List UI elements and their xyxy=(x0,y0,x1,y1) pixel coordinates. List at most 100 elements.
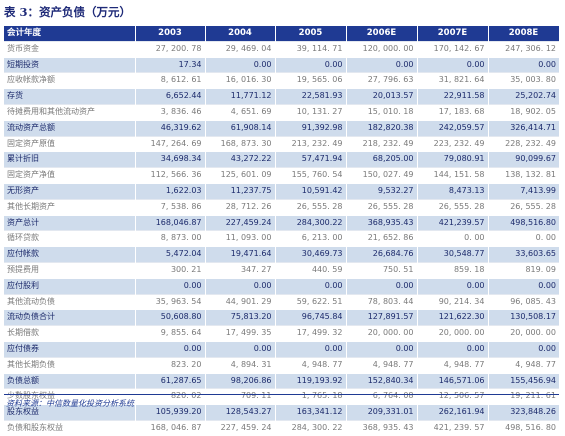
value-cell: 128,543.27 xyxy=(204,404,275,421)
value-cell: 323,848.26 xyxy=(487,404,559,421)
value-cell: 68,205.00 xyxy=(345,151,417,168)
value-cell: 284,300.22 xyxy=(274,214,346,231)
value-cell: 17, 499. 32 xyxy=(274,325,346,342)
value-cell: 3, 836. 46 xyxy=(134,103,205,121)
value-cell: 98,206.86 xyxy=(204,372,275,389)
value-cell: 28, 712. 26 xyxy=(204,198,275,216)
row-label: 预提费用 xyxy=(4,261,135,279)
value-cell: 61,908.14 xyxy=(204,119,275,137)
column-header-year: 2005 xyxy=(275,26,347,42)
value-cell: 79,080.91 xyxy=(416,151,488,168)
value-cell: 75,813.20 xyxy=(204,309,275,326)
table-row: 固定资产净值 112, 566. 36 125, 601. 09 155, 760. … xyxy=(4,167,559,184)
value-cell: 57,471.94 xyxy=(274,151,346,168)
value-cell: 29, 469. 04 xyxy=(204,40,275,58)
column-header-year: 2006E xyxy=(346,26,418,42)
table-row: 应付债券 0.00 0.00 0.00 0.00 0.00 0.00 xyxy=(4,340,559,358)
value-cell: 35, 963. 54 xyxy=(134,293,205,310)
table-row: 流动负债合计 50,608.80 75,813.20 96,745.84 127,891… xyxy=(4,309,559,326)
value-cell: 326,414.71 xyxy=(487,119,559,137)
value-cell: 119,193.92 xyxy=(274,372,346,389)
value-cell: 0.00 xyxy=(416,340,488,358)
value-cell: 150, 027. 49 xyxy=(345,167,417,184)
value-cell: 228, 232. 49 xyxy=(487,135,559,152)
value-cell: 0.00 xyxy=(487,56,559,73)
value-cell: 0.00 xyxy=(274,56,346,73)
table-row: 其他长期负债 823. 20 4, 894. 31 4, 948. 77 4, 948.… xyxy=(4,356,559,374)
value-cell: 368, 935. 43 xyxy=(345,419,417,436)
value-cell: 347. 27 xyxy=(204,261,275,279)
value-cell: 130,508.17 xyxy=(487,309,559,326)
column-header-year: 2008E xyxy=(488,26,560,42)
value-cell: 155,456.94 xyxy=(487,372,559,389)
table-header-row: 会计年度 2003 2004 2005 2006E 2007E 2008E xyxy=(4,26,560,42)
column-header-year: 2003 xyxy=(135,26,206,42)
value-cell: 20, 000. 00 xyxy=(345,325,417,342)
value-cell: 138, 132. 81 xyxy=(487,167,559,184)
value-cell: 168, 873. 30 xyxy=(204,135,275,152)
value-cell: 21, 652. 86 xyxy=(345,230,417,247)
value-cell: 6,652.44 xyxy=(134,88,205,105)
value-cell: 213, 232. 49 xyxy=(274,135,346,152)
source-note: 资料来源：中信数量化投资分析系统 xyxy=(6,399,134,408)
value-cell: 0.00 xyxy=(204,340,275,358)
value-cell: 78, 803. 44 xyxy=(345,293,417,310)
row-label: 少数股东权益 xyxy=(4,388,135,405)
table-row: 无形资产 1,622.03 11,237.75 10,591.42 9,532.27 8,… xyxy=(4,182,559,200)
table-row: 其他长期资产 7, 538. 86 28, 712. 26 26, 555. 28 26… xyxy=(4,198,559,216)
value-cell: 96,745.84 xyxy=(274,309,346,326)
value-cell: 96, 085. 43 xyxy=(487,293,559,310)
value-cell: 4, 894. 31 xyxy=(204,356,275,374)
table-title: 表 3：资产负债（万元） xyxy=(4,5,132,19)
value-cell: 20,013.57 xyxy=(345,88,417,105)
value-cell: 11, 093. 00 xyxy=(204,230,275,247)
value-cell: 223, 232. 49 xyxy=(416,135,488,152)
value-cell: 17.34 xyxy=(134,56,205,73)
column-header-year: 2007E xyxy=(417,26,489,42)
value-cell: 90, 214. 34 xyxy=(416,293,488,310)
value-cell: 4, 948. 77 xyxy=(345,356,417,374)
value-cell: 0.00 xyxy=(416,56,488,73)
value-cell: 10,591.42 xyxy=(274,182,346,200)
value-cell: 8,473.13 xyxy=(416,182,488,200)
value-cell: 4, 948. 77 xyxy=(274,356,346,374)
value-cell: 0.00 xyxy=(416,277,488,295)
value-cell: 8, 873. 00 xyxy=(134,230,205,247)
value-cell: 44, 901. 29 xyxy=(204,293,275,310)
value-cell: 0.00 xyxy=(345,56,417,73)
value-cell: 17, 183. 68 xyxy=(416,103,488,121)
row-label: 其他长期资产 xyxy=(4,198,135,216)
value-cell: 9,532.27 xyxy=(345,182,417,200)
report-page: 表 3：资产负债（万元） 会计年度 2003 2004 2005 2006E 2007E 2… xyxy=(4,5,560,436)
value-cell: 25,202.74 xyxy=(487,88,559,105)
value-cell: 498,516.80 xyxy=(487,214,559,231)
value-cell: 50,608.80 xyxy=(134,309,205,326)
value-cell: 155, 760. 54 xyxy=(274,167,346,184)
value-cell: 22,581.93 xyxy=(274,88,346,105)
value-cell: 242,059.57 xyxy=(416,119,488,137)
value-cell: 16, 016. 30 xyxy=(204,72,275,89)
table-row: 待摊费用和其他流动资产 3, 836. 46 4, 651. 69 10, 131. … xyxy=(4,103,559,121)
value-cell: 4, 651. 69 xyxy=(204,103,275,121)
value-cell: 0.00 xyxy=(204,56,275,73)
value-cell: 820. 02 xyxy=(134,388,205,405)
value-cell: 0.00 xyxy=(134,277,205,295)
table-row: 负债总额 61,287.65 98,206.86 119,193.92 152,840.… xyxy=(4,372,559,389)
value-cell: 7,413.99 xyxy=(487,182,559,200)
table-row: 预提费用 300. 21 347. 27 440. 59 750. 51 859. 18 8… xyxy=(4,261,559,279)
row-label: 流动资产总额 xyxy=(4,119,135,137)
value-cell: 284, 300. 22 xyxy=(274,419,346,436)
value-cell: 6, 213. 00 xyxy=(274,230,346,247)
value-cell: 61,287.65 xyxy=(134,372,205,389)
table-row: 固定资产原值 147, 264. 69 168, 873. 30 213, 232. … xyxy=(4,135,559,152)
value-cell: 26, 555. 28 xyxy=(274,198,346,216)
value-cell: 91,392.98 xyxy=(274,119,346,137)
value-cell: 209,331.01 xyxy=(345,404,417,421)
table-row: 累计折旧 34,698.34 43,272.22 57,471.94 68,205.00… xyxy=(4,151,559,168)
value-cell: 421, 239. 57 xyxy=(416,419,488,436)
value-cell: 859. 18 xyxy=(416,261,488,279)
table-row: 长期借款 9, 855. 64 17, 499. 35 17, 499. 32 20, … xyxy=(4,325,559,342)
row-label: 应付帐款 xyxy=(4,246,135,263)
value-cell: 440. 59 xyxy=(274,261,346,279)
value-cell: 163,341.12 xyxy=(274,404,346,421)
